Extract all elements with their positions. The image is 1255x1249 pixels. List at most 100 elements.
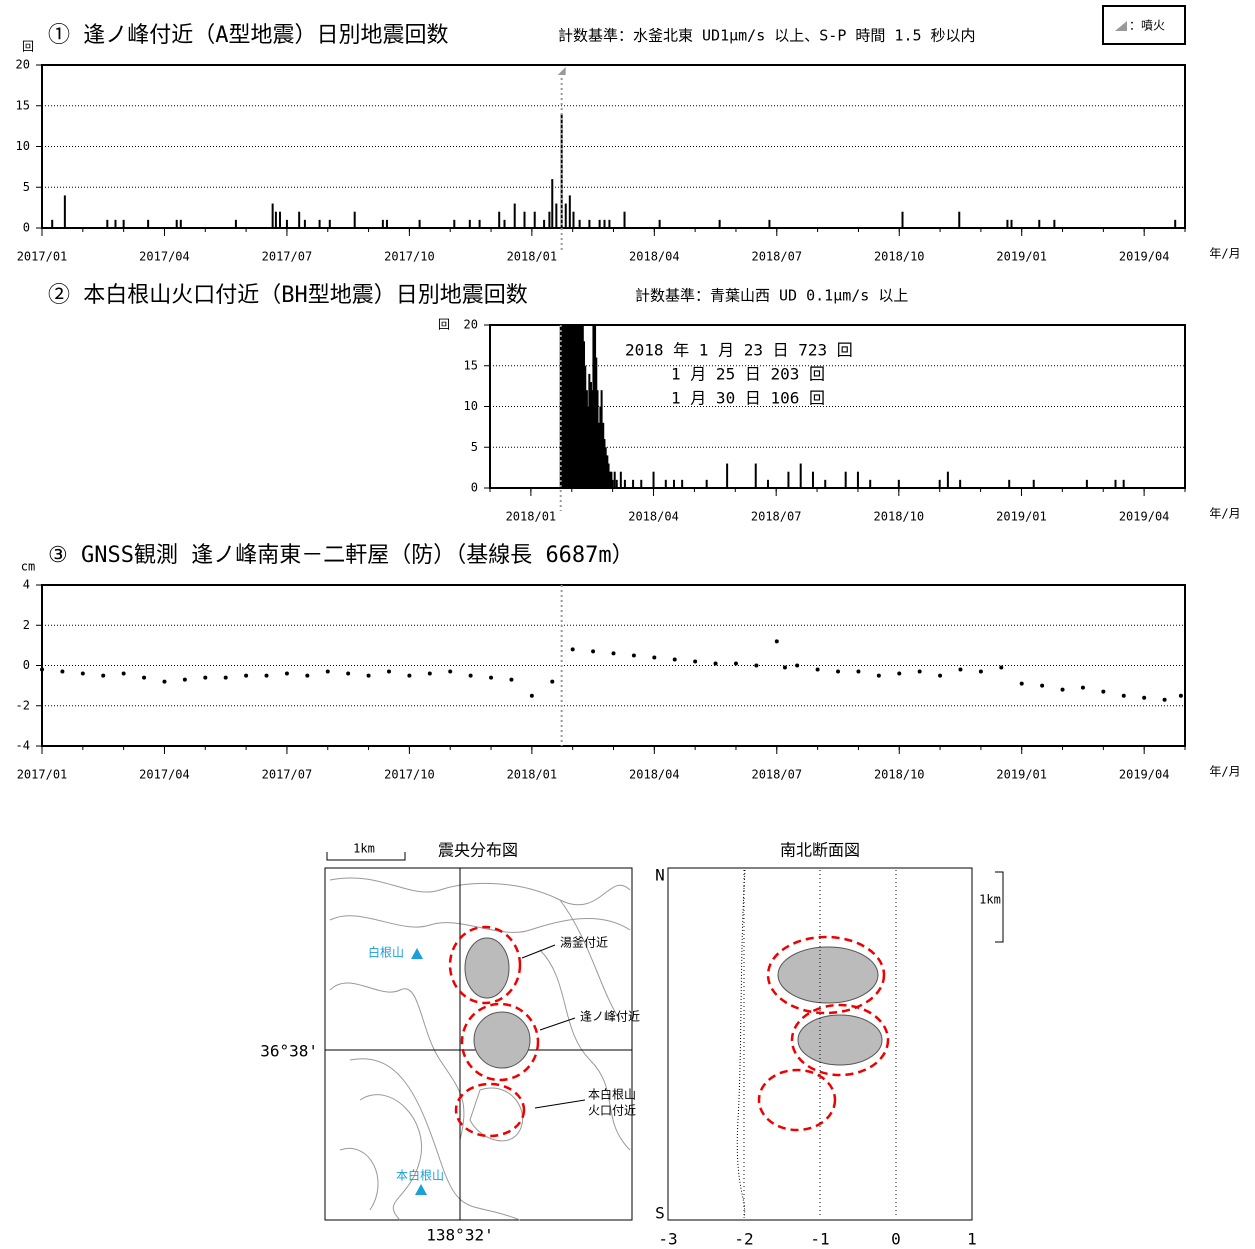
bar — [353, 211, 356, 228]
region-label: 湯釜付近 — [560, 935, 608, 950]
bar — [613, 471, 616, 488]
x-tick-label: 2018/04 — [628, 510, 679, 524]
bar — [681, 479, 684, 488]
x-tick-label: 2019/04 — [1119, 250, 1170, 264]
bar — [591, 390, 594, 488]
point — [652, 655, 657, 660]
point — [917, 669, 922, 674]
x-tick-label: 2018/10 — [874, 768, 925, 782]
point — [876, 673, 881, 678]
bar — [106, 219, 109, 228]
region-circle — [454, 1082, 526, 1138]
peak-icon — [415, 1184, 427, 1195]
bar — [640, 479, 643, 488]
bar — [787, 471, 790, 488]
plot-frame — [489, 324, 1186, 489]
chart-subtitle: 計数基準：青葉山西 UD 0.1μm/s 以上 — [635, 287, 908, 305]
bar — [718, 219, 721, 228]
bar — [278, 211, 281, 228]
point — [774, 639, 779, 644]
y-tick-label: 10 — [464, 399, 478, 413]
bar — [298, 211, 301, 228]
legend-label: ：噴火 — [1129, 19, 1165, 33]
epicenter-cluster — [464, 937, 510, 999]
plot-frame — [41, 64, 1186, 229]
bar — [726, 463, 729, 488]
y-axis-label: cm — [21, 560, 35, 574]
bar — [603, 219, 606, 228]
bar — [608, 471, 611, 488]
x-axis-label: 年/月 — [1209, 247, 1240, 261]
hypocenter-cluster — [797, 1014, 883, 1066]
region-circle — [460, 1002, 540, 1082]
bar — [578, 325, 581, 488]
bar — [551, 179, 554, 228]
bar — [576, 325, 579, 488]
point — [407, 673, 412, 678]
point — [325, 669, 330, 674]
point — [897, 671, 902, 676]
y-tick-label: 20 — [464, 318, 478, 332]
y-tick-label: 0 — [23, 221, 30, 235]
bar — [1174, 219, 1177, 228]
bar — [938, 479, 941, 488]
region-circle — [766, 935, 886, 1015]
bar — [768, 219, 771, 228]
x-tick-label: 2018/04 — [629, 768, 680, 782]
bar — [271, 203, 274, 228]
bar — [600, 390, 603, 488]
point — [570, 647, 575, 652]
bar — [754, 463, 757, 488]
bar — [1038, 219, 1041, 228]
region-circle — [757, 1068, 837, 1132]
x-tick-label: -2 — [734, 1230, 753, 1249]
y-tick-label: 15 — [16, 98, 30, 112]
bar — [664, 479, 667, 488]
x-tick-label: 2018/01 — [507, 768, 558, 782]
point — [1121, 693, 1126, 698]
x-tick-label: 2018/10 — [874, 250, 925, 264]
bar — [799, 463, 802, 488]
bar — [513, 203, 516, 228]
y-tick-label: 0 — [23, 658, 30, 672]
bar — [543, 219, 546, 228]
map-frame — [324, 867, 633, 1221]
scale-bar — [326, 852, 406, 861]
bar — [51, 219, 54, 228]
bar — [844, 471, 847, 488]
bar — [175, 219, 178, 228]
point — [958, 667, 963, 672]
bar — [606, 455, 609, 488]
bar — [385, 219, 388, 228]
bar — [598, 219, 601, 228]
point — [782, 665, 787, 670]
region-label: 逢ノ峰付近 — [580, 1010, 640, 1024]
bar — [610, 471, 613, 488]
annotation: 1 月 25 日 203 回 — [671, 365, 825, 384]
bar — [571, 325, 574, 488]
x-tick-label: 2019/04 — [1119, 510, 1170, 524]
x-tick-label: 2017/10 — [384, 250, 435, 264]
point — [489, 675, 494, 680]
point — [1101, 689, 1106, 694]
x-tick-label: -1 — [810, 1230, 829, 1249]
y-tick-label: 5 — [23, 180, 30, 194]
point — [346, 671, 351, 676]
bar — [672, 479, 675, 488]
bar — [1053, 219, 1056, 228]
bar — [623, 211, 626, 228]
y-tick-label: 15 — [464, 358, 478, 372]
point — [999, 665, 1004, 670]
bar — [548, 211, 551, 228]
bar — [560, 113, 563, 228]
chart-title: ③ GNSS観測 逢ノ峰南東－二軒屋（防）（基線長 6687m） — [48, 543, 634, 568]
point — [509, 677, 514, 682]
bar — [563, 325, 566, 488]
bar — [565, 325, 568, 488]
bar — [592, 325, 595, 488]
bar — [1114, 479, 1117, 488]
bar — [523, 211, 526, 228]
bar — [503, 219, 506, 228]
